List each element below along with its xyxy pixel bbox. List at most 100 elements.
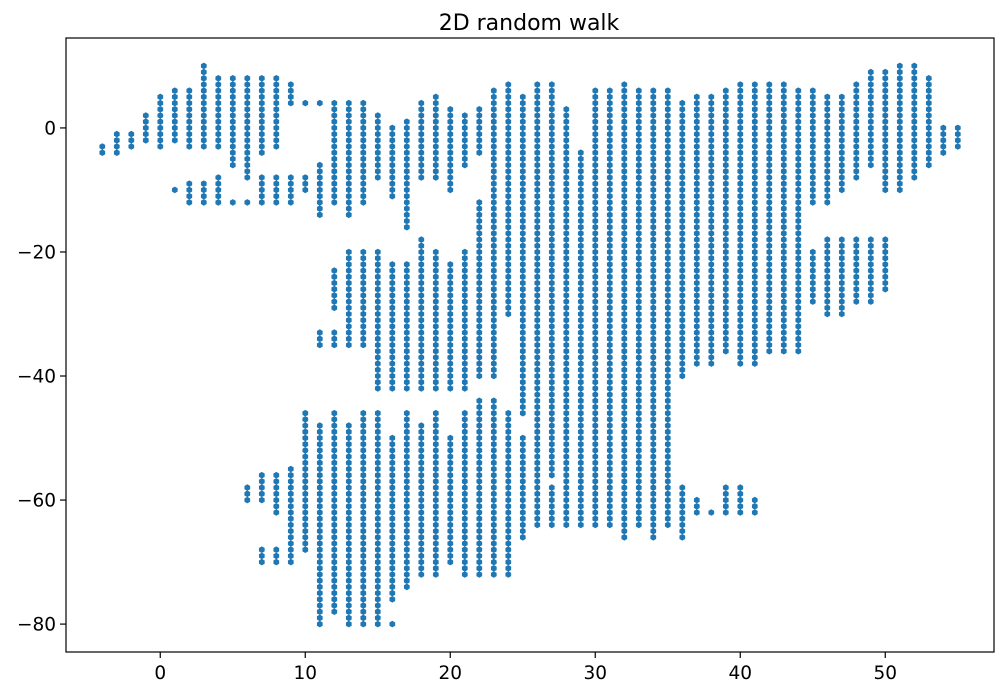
scatter-point [780,155,787,163]
scatter-point [592,87,599,94]
scatter-point [737,254,744,262]
scatter-point [635,230,642,237]
scatter-point [679,124,686,132]
scatter-point [795,242,802,250]
scatter-point [766,347,773,355]
scatter-point [432,515,439,522]
scatter-point [534,130,541,138]
scatter-point [345,341,352,349]
scatter-point [360,515,367,522]
scatter-point [751,106,758,113]
scatter-point [505,310,512,318]
scatter-point [287,552,294,560]
scatter-point [737,329,744,336]
scatter-point [186,106,193,113]
scatter-point [461,471,468,479]
scatter-point [548,422,555,429]
scatter-point [592,112,599,119]
scatter-point [577,205,584,212]
scatter-point [403,118,410,125]
scatter-point [331,428,338,436]
scatter-point [548,261,555,268]
scatter-point [215,87,222,94]
scatter-point [737,347,744,355]
scatter-point [795,236,802,243]
scatter-point [432,254,439,262]
scatter-point [418,310,425,318]
scatter-point [534,192,541,200]
scatter-point [664,87,671,94]
scatter-point [650,471,657,479]
scatter-point [360,434,367,442]
scatter-point [722,99,729,107]
scatter-point [824,174,831,181]
scatter-point [200,199,207,206]
scatter-point [200,130,207,138]
scatter-point [534,323,541,330]
scatter-point [737,242,744,250]
scatter-point [200,118,207,125]
scatter-point [664,124,671,132]
scatter-point [577,199,584,206]
scatter-point [592,409,599,417]
scatter-point [548,161,555,169]
scatter-point [229,143,236,150]
scatter-point [331,465,338,473]
scatter-point [592,124,599,132]
scatter-point [360,558,367,566]
scatter-point [809,261,816,268]
scatter-point [229,118,236,125]
scatter-point [287,484,294,491]
scatter-point [911,174,918,181]
scatter-point [664,298,671,305]
scatter-point [563,261,570,268]
scatter-point [708,329,715,336]
scatter-point [635,205,642,212]
scatter-point [722,186,729,194]
scatter-point [287,509,294,516]
scatter-point [374,515,381,522]
scatter-point [577,434,584,442]
scatter-point [708,304,715,312]
scatter-point [838,310,845,318]
scatter-point [505,87,512,94]
scatter-point [708,112,715,119]
scatter-point [635,99,642,107]
scatter-point [490,149,497,156]
scatter-point [693,99,700,107]
scatter-point [896,112,903,119]
scatter-point [577,385,584,392]
scatter-point [635,515,642,522]
scatter-point [461,298,468,305]
scatter-point [679,248,686,256]
scatter-point [403,385,410,392]
scatter-point [548,254,555,262]
scatter-point [461,509,468,516]
scatter-point [374,168,381,175]
scatter-point [360,596,367,603]
scatter-point [592,434,599,442]
scatter-point [838,174,845,181]
scatter-point [679,496,686,504]
scatter-point [331,422,338,429]
scatter-point [258,496,265,504]
scatter-point [519,180,526,187]
scatter-point [592,323,599,330]
scatter-point [447,168,454,175]
scatter-point [882,137,889,144]
scatter-point [853,292,860,299]
scatter-point [331,192,338,200]
scatter-point [519,149,526,156]
scatter-point [534,434,541,442]
scatter-point [606,378,613,386]
scatter-point [418,378,425,386]
scatter-point [592,385,599,392]
scatter-point [418,236,425,243]
scatter-point [548,385,555,392]
scatter-point [505,565,512,572]
scatter-point [737,106,744,113]
scatter-point [722,155,729,163]
scatter-point [548,440,555,448]
scatter-point [432,155,439,163]
scatter-point [519,434,526,442]
